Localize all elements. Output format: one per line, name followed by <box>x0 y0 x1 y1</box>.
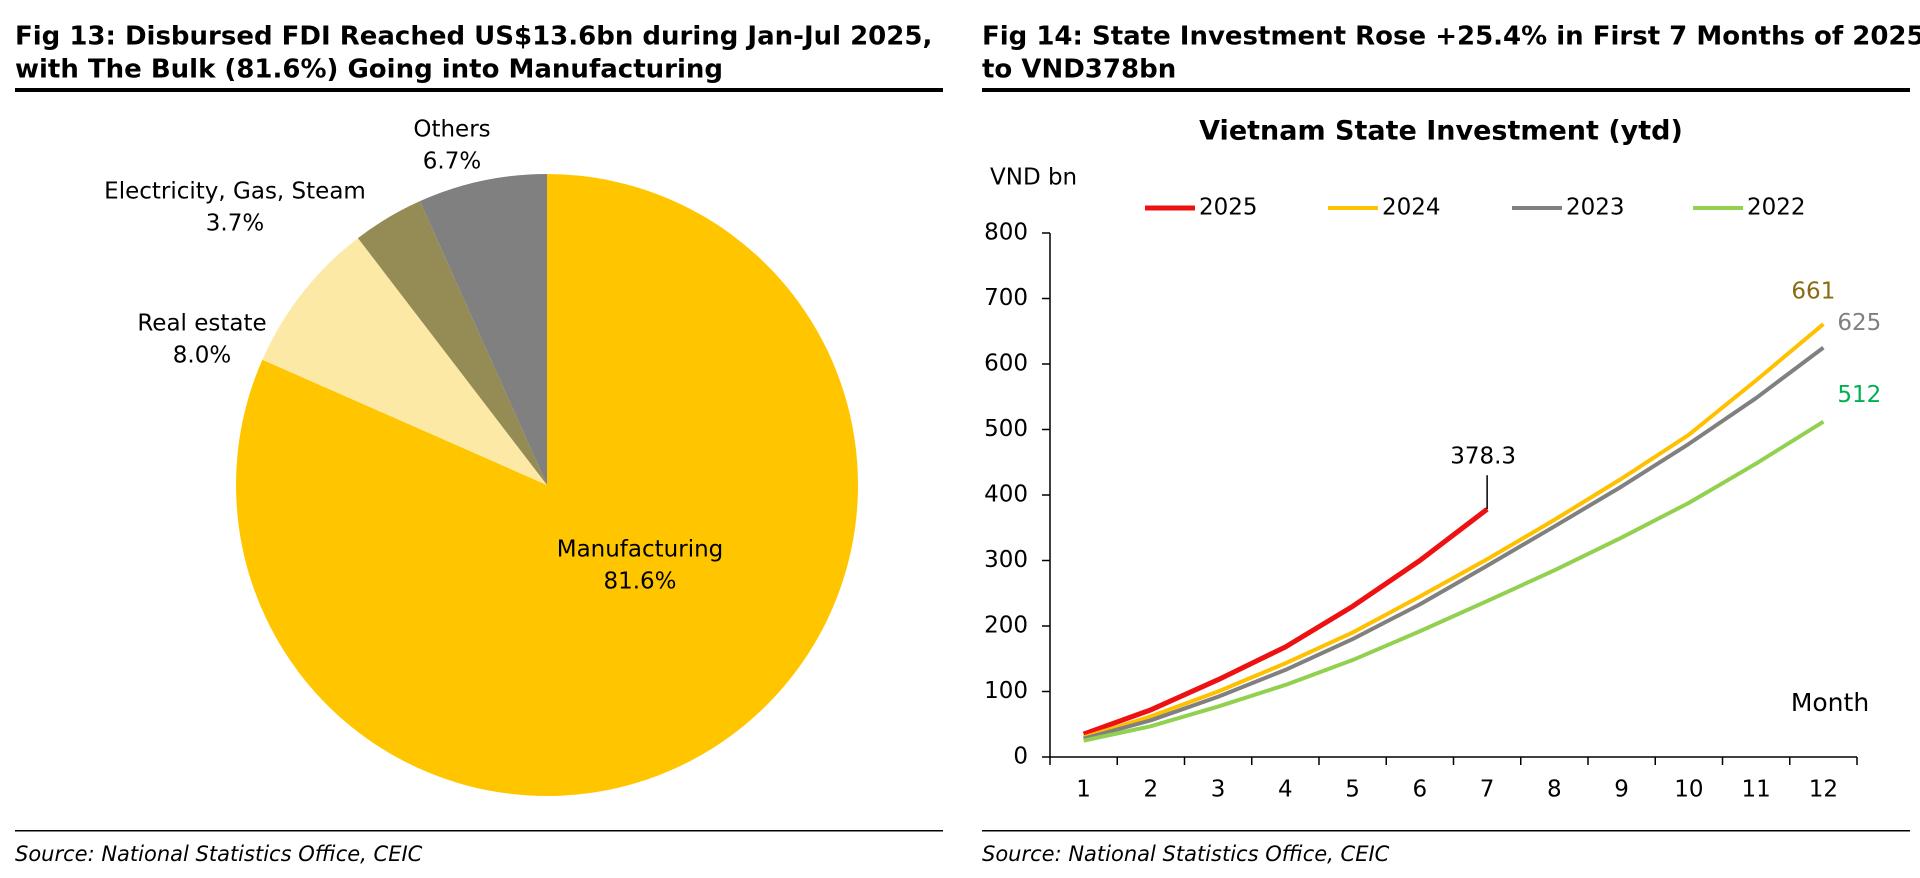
y-tick-label: 800 <box>984 220 1028 246</box>
slice-label: Manufacturing <box>557 537 724 563</box>
slice-value-label: 81.6% <box>603 569 676 595</box>
x-tick-label: 4 <box>1278 777 1293 803</box>
fig-heading: Fig 13: Disbursed FDI Reached US$13.6bn … <box>15 22 932 52</box>
data-label: 661 <box>1791 279 1835 305</box>
slice-value-label: 8.0% <box>173 343 231 369</box>
x-tick-label: 5 <box>1345 777 1360 803</box>
x-tick-label: 10 <box>1674 777 1703 803</box>
series-line <box>1082 507 1489 737</box>
slice-value-label: 6.7% <box>423 149 481 175</box>
y-tick-label: 300 <box>984 547 1028 573</box>
legend-label: 2022 <box>1747 195 1806 221</box>
rule <box>982 88 1910 92</box>
x-tick-label: 2 <box>1144 777 1159 803</box>
legend-label: 2023 <box>1566 195 1625 221</box>
source: Source: National Statistics Office, CEIC <box>982 842 1390 866</box>
x-tick-label: 12 <box>1809 777 1838 803</box>
fig-heading: Fig 14: State Investment Rose +25.4% in … <box>982 22 1920 52</box>
x-tick-label: 11 <box>1741 777 1770 803</box>
x-tick-label: 8 <box>1547 777 1562 803</box>
y-axis-label: VND bn <box>990 165 1077 191</box>
y-tick-label: 200 <box>984 613 1028 639</box>
x-axis-label: Month <box>1791 688 1869 717</box>
y-tick-label: 0 <box>1013 744 1028 770</box>
x-tick-label: 9 <box>1614 777 1629 803</box>
y-tick-label: 100 <box>984 678 1028 704</box>
rule <box>982 830 1910 832</box>
slice-label: Real estate <box>137 311 266 337</box>
y-tick-label: 500 <box>984 416 1028 442</box>
series-line <box>1083 419 1825 743</box>
series-line <box>1083 346 1825 741</box>
fig-heading: to VND378bn <box>982 55 1176 85</box>
source: Source: National Statistics Office, CEIC <box>15 842 423 866</box>
y-tick-label: 400 <box>984 482 1028 508</box>
legend-label: 2024 <box>1382 195 1441 221</box>
data-label: 378.3 <box>1450 444 1516 470</box>
x-tick-label: 7 <box>1480 777 1495 803</box>
series-line <box>1083 322 1825 740</box>
rule <box>15 88 943 92</box>
data-label: 512 <box>1837 382 1881 408</box>
chart-title: Vietnam State Investment (ytd) <box>1199 116 1683 147</box>
x-tick-label: 3 <box>1211 777 1226 803</box>
pie-slice <box>419 174 547 485</box>
slice-value-label: 3.7% <box>206 211 264 237</box>
fig-heading: with The Bulk (81.6%) Going into Manufac… <box>15 55 723 85</box>
slice-label: Others <box>413 117 490 143</box>
data-label: 625 <box>1837 310 1881 336</box>
slice-label: Electricity, Gas, Steam <box>104 179 366 205</box>
x-tick-label: 1 <box>1076 777 1091 803</box>
x-tick-label: 6 <box>1413 777 1428 803</box>
pie-slice <box>357 201 547 485</box>
y-tick-label: 700 <box>984 285 1028 311</box>
legend-label: 2025 <box>1199 195 1258 221</box>
rule <box>15 830 943 832</box>
y-tick-label: 600 <box>984 351 1028 377</box>
pie-slice <box>262 238 547 485</box>
